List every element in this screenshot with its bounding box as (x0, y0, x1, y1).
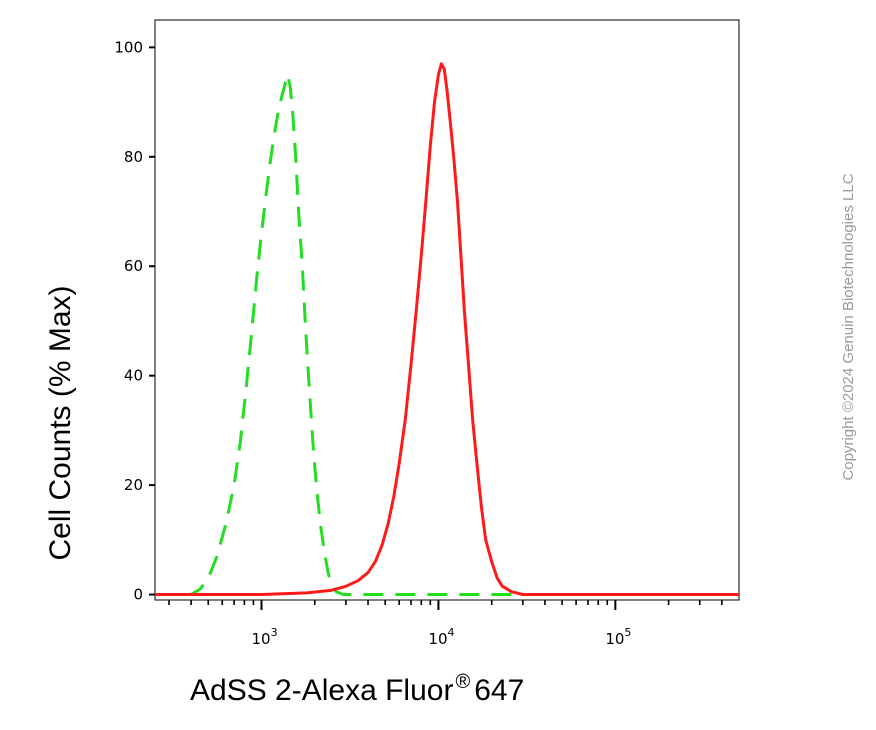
y-tick-label-20: 20 (124, 476, 143, 494)
x-tick-label-10-3: 103 (252, 626, 278, 648)
y-tick-label-60: 60 (124, 257, 143, 275)
x-axis-title-suffix: 647 (474, 674, 524, 707)
x-tick-label-exponent: 5 (624, 626, 631, 639)
x-tick-label-10-5: 105 (605, 626, 631, 648)
x-axis-title: AdSS 2-Alexa Fluor ® 647 (190, 671, 524, 707)
x-tick-label-base: 10 (605, 630, 624, 648)
x-tick-label-10-4: 104 (428, 626, 454, 648)
y-axis-title: Cell Counts (% Max) (44, 285, 77, 560)
y-tick-label-100: 100 (114, 38, 143, 56)
series-line-1 (155, 62, 739, 596)
x-axis-title-superscript: ® (455, 671, 470, 693)
plot-area-frame (154, 19, 740, 601)
y-tick-label-80: 80 (124, 148, 143, 166)
x-axis-title-main: AdSS 2-Alexa Fluor (190, 674, 453, 707)
x-tick-label-base: 10 (428, 630, 447, 648)
x-tick-label-exponent: 4 (448, 626, 455, 639)
y-tick-label-0: 0 (133, 586, 143, 604)
x-tick-label-base: 10 (252, 630, 271, 648)
copyright-watermark: Copyright ©2024 Genuin Biotechnologies L… (840, 173, 857, 480)
y-tick-label-40: 40 (124, 367, 143, 385)
x-tick-label-exponent: 3 (271, 626, 278, 639)
